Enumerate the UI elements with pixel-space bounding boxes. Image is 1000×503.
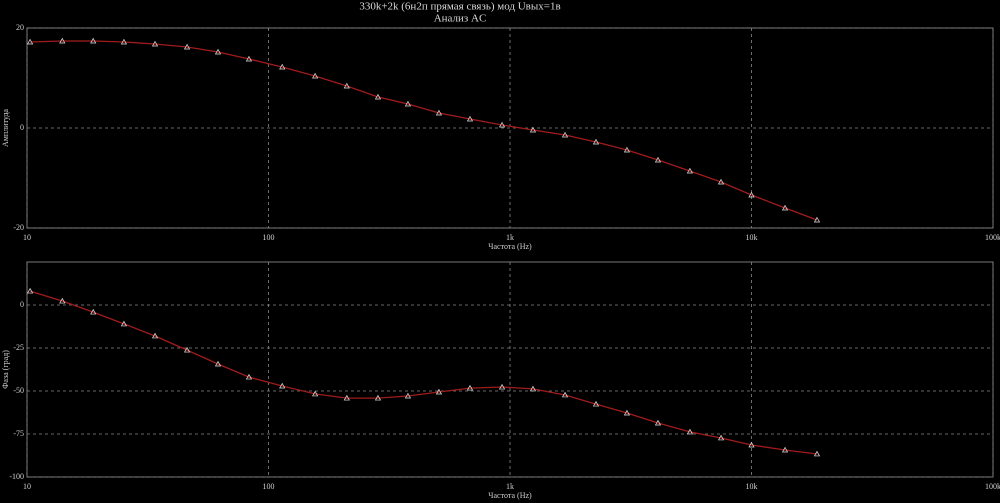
data-point: [813, 216, 821, 223]
chart-title: 330k+2k (6н2п прямая связь) мод Uвых=1в: [359, 1, 560, 13]
x-tick-label: 100: [263, 233, 275, 242]
data-point: [592, 400, 600, 407]
x-axis-label: Частота (Hz): [488, 242, 532, 251]
data-line: [29, 290, 818, 455]
data-point: [717, 434, 725, 441]
data-point: [623, 146, 631, 153]
y-tick-label: 0: [20, 300, 24, 309]
y-tick-label: 20: [16, 23, 24, 32]
data-point: [435, 388, 443, 395]
data-point: [27, 287, 34, 294]
data-point: [686, 428, 694, 435]
data-point: [151, 40, 159, 47]
data-point: [312, 390, 319, 397]
data-point: [466, 115, 474, 122]
x-tick-label: 10k: [746, 482, 758, 491]
data-point: [654, 419, 662, 426]
data-point: [781, 446, 789, 453]
x-tick-label: 10: [23, 233, 31, 242]
data-point: [748, 191, 755, 198]
data-point: [374, 93, 382, 100]
data-point: [498, 383, 506, 390]
y-tick-label: -50: [13, 386, 24, 395]
data-point: [90, 308, 97, 315]
data-point: [748, 441, 755, 448]
y-tick-label: -20: [13, 223, 24, 232]
y-tick-label: 0: [20, 123, 24, 132]
data-point: [404, 392, 412, 399]
data-point: [214, 360, 222, 367]
data-point: [435, 109, 443, 116]
data-point: [120, 320, 128, 327]
data-point: [151, 332, 159, 339]
x-tick-label: 1k: [506, 233, 514, 242]
y-axis-label: Фаза (град): [1, 350, 10, 389]
data-point: [529, 126, 537, 133]
data-point: [374, 394, 382, 401]
data-point: [561, 131, 569, 138]
data-point: [90, 37, 97, 44]
data-point: [279, 382, 286, 389]
data-point: [561, 391, 569, 398]
y-axis-label: Амплитуда: [1, 109, 10, 147]
x-tick-label: 10: [23, 482, 31, 491]
data-point: [343, 394, 350, 401]
data-point: [592, 138, 600, 145]
data-point: [717, 178, 725, 185]
data-point: [654, 156, 662, 163]
data-point: [245, 373, 253, 380]
data-point: [245, 55, 253, 62]
x-tick-label: 1k: [506, 482, 514, 491]
data-point: [183, 346, 191, 353]
data-point: [529, 385, 537, 392]
data-point: [623, 409, 631, 416]
data-point: [813, 450, 821, 457]
data-point: [686, 167, 694, 174]
data-point: [498, 121, 506, 128]
chart-subtitle: Анализ AC: [434, 13, 487, 25]
y-tick-label: -100: [9, 472, 24, 481]
data-point: [214, 48, 222, 55]
data-point: [59, 37, 66, 44]
data-point: [120, 38, 128, 45]
data-point: [279, 63, 286, 70]
x-axis-label: Частота (Hz): [488, 491, 532, 500]
data-point: [312, 72, 319, 79]
x-tick-label: 100k: [985, 233, 1000, 242]
data-point: [27, 38, 34, 45]
x-tick-label: 10k: [746, 233, 758, 242]
y-tick-label: -25: [13, 343, 24, 352]
data-point: [404, 100, 412, 107]
data-point: [466, 384, 474, 391]
data-point: [59, 297, 66, 304]
data-point: [343, 82, 350, 89]
data-point: [781, 204, 789, 211]
x-tick-label: 100k: [985, 482, 1000, 491]
x-tick-label: 100: [263, 482, 275, 491]
y-tick-label: -75: [13, 429, 24, 438]
data-line: [30, 40, 818, 221]
data-point: [183, 43, 191, 50]
